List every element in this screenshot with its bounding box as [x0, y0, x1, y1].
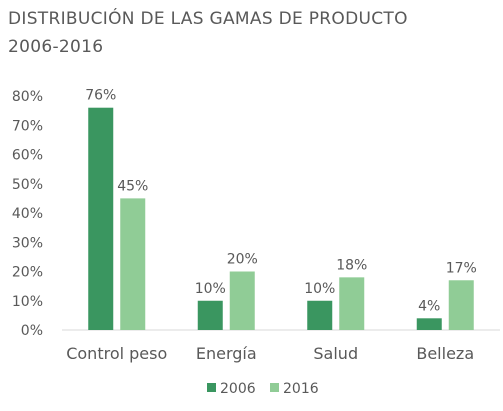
data-label: 10% — [195, 281, 226, 297]
y-tick-label: 30% — [12, 235, 43, 251]
category-label: Energía — [196, 344, 257, 363]
category-labels: Control peso Energía Salud Belleza — [66, 344, 474, 363]
category-label: Belleza — [416, 344, 474, 363]
data-label: 76% — [85, 88, 116, 104]
bar-2016-1 — [229, 271, 255, 330]
legend-label: 2016 — [283, 381, 319, 397]
data-label: 45% — [117, 178, 148, 194]
data-label: 18% — [336, 257, 367, 273]
y-tick-label: 10% — [12, 294, 43, 310]
y-tick-label: 50% — [12, 177, 43, 193]
y-tick-label: 70% — [12, 118, 43, 134]
y-tick-label: 40% — [12, 206, 43, 222]
data-label: 10% — [304, 281, 335, 297]
y-axis: 0% 10% 20% 30% 40% 50% 60% 70% 80% — [12, 89, 43, 339]
legend: 2006 2016 — [207, 381, 319, 397]
bar-2016-0 — [120, 198, 146, 330]
bar-2006-0 — [88, 107, 114, 330]
chart-title-line-1: DISTRIBUCIÓN DE LAS GAMAS DE PRODUCTO — [8, 7, 408, 29]
category-label: Control peso — [66, 344, 167, 363]
bar-2006-1 — [197, 300, 223, 330]
y-tick-label: 20% — [12, 265, 43, 281]
category-label: Salud — [313, 344, 358, 363]
y-tick-label: 80% — [12, 89, 43, 105]
data-label: 4% — [418, 298, 440, 314]
legend-swatch-2006 — [207, 383, 216, 392]
bar-2016-3 — [448, 280, 474, 330]
chart-title-line-2: 2006-2016 — [8, 37, 103, 57]
legend-swatch-2016 — [270, 383, 279, 392]
y-tick-label: 0% — [21, 323, 43, 339]
bar-2006-2 — [307, 300, 333, 330]
data-label: 17% — [446, 260, 477, 276]
data-label: 20% — [227, 252, 258, 268]
legend-label: 2006 — [220, 381, 256, 397]
y-tick-label: 60% — [12, 148, 43, 164]
bar-2016-2 — [339, 277, 365, 330]
bars: 76%45%10%20%10%18%4%17% — [85, 88, 477, 330]
bar-2006-3 — [416, 318, 442, 330]
